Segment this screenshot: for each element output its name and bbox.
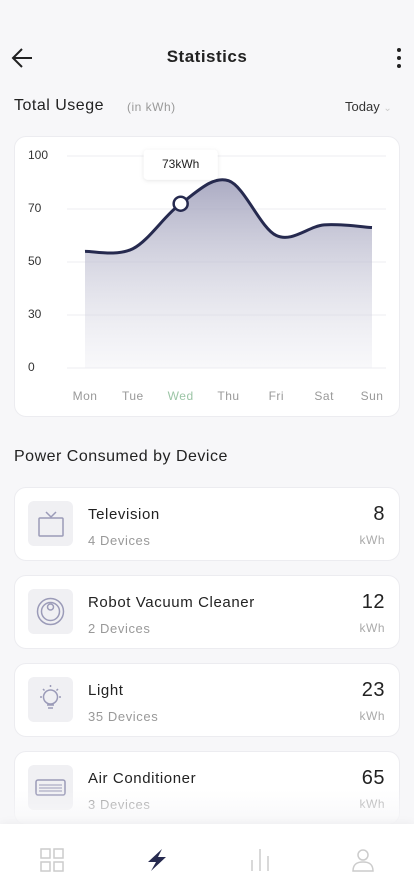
device-card[interactable]: Light 35 Devices 23 kWh	[14, 663, 400, 737]
device-name: Robot Vacuum Cleaner	[88, 594, 255, 611]
icon-glyph	[40, 685, 61, 709]
y-tick-label: 70	[28, 201, 42, 215]
tooltip-label: 73kWh	[162, 157, 199, 171]
device-name: Air Conditioner	[88, 770, 197, 787]
device-icon	[28, 589, 73, 634]
tooltip-box	[143, 149, 218, 180]
bottom-nav	[0, 824, 414, 896]
line	[84, 178, 373, 255]
device-icon	[28, 501, 73, 546]
device-unit: kWh	[359, 621, 385, 635]
nav-profile[interactable]	[352, 848, 374, 872]
back-button[interactable]	[10, 45, 36, 71]
device-count: 4 Devices	[88, 533, 151, 548]
page-title: Statistics	[166, 47, 248, 66]
y-tick-label: 30	[28, 307, 42, 321]
y-tick-label: 0	[28, 360, 35, 374]
device-name: Television	[88, 506, 160, 523]
device-value: 12	[361, 591, 385, 613]
icon-glyph	[38, 511, 64, 537]
period-label: Today	[345, 99, 380, 114]
x-tick-label: Wed	[168, 389, 194, 403]
device-count: 2 Devices	[88, 621, 151, 636]
chevron: ⌄	[383, 103, 392, 114]
point-marker	[172, 195, 189, 212]
device-value: 23	[361, 679, 385, 701]
device-unit: kWh	[359, 533, 385, 547]
device-icon	[28, 677, 73, 722]
chart: 0 30 50 70 100 Mon Tue Wed 73kWh Thu Fri Sat Sun	[28, 148, 386, 403]
x-tick-label: Mon	[73, 389, 98, 403]
nav-home[interactable]	[40, 848, 64, 872]
device-card[interactable]: Television 4 Devices 8 kWh	[14, 487, 400, 561]
usage-title: Total Usege	[14, 97, 104, 114]
x-tick-label: Sun	[361, 389, 384, 403]
period-select[interactable]: Today ⌄	[345, 99, 392, 114]
nav-energy[interactable]	[144, 848, 170, 872]
y-tick-label: 50	[28, 254, 42, 268]
usage-unit: (in kWh)	[127, 100, 176, 114]
x-tick-label: Sat	[314, 389, 334, 403]
icon-glyph	[36, 597, 65, 626]
device-count: 35 Devices	[88, 709, 159, 724]
y-tick-label: 100	[28, 148, 48, 162]
menu-button[interactable]	[393, 46, 405, 72]
area-fill	[85, 179, 372, 368]
section-title: Power Consumed by Device	[14, 448, 228, 465]
tooltip: 73kWh	[143, 149, 218, 180]
device-name: Light	[88, 682, 124, 699]
device-value: 8	[373, 503, 385, 525]
x-tick-label: Tue	[122, 389, 144, 403]
x-tick-label: Thu	[217, 389, 239, 403]
x-tick-label: Fri	[269, 389, 285, 403]
device-card[interactable]: Robot Vacuum Cleaner 2 Devices 12 kWh	[14, 575, 400, 649]
nav-stats[interactable]	[249, 848, 271, 872]
fade	[0, 790, 414, 824]
device-value: 65	[361, 767, 385, 789]
device-unit: kWh	[359, 709, 385, 723]
